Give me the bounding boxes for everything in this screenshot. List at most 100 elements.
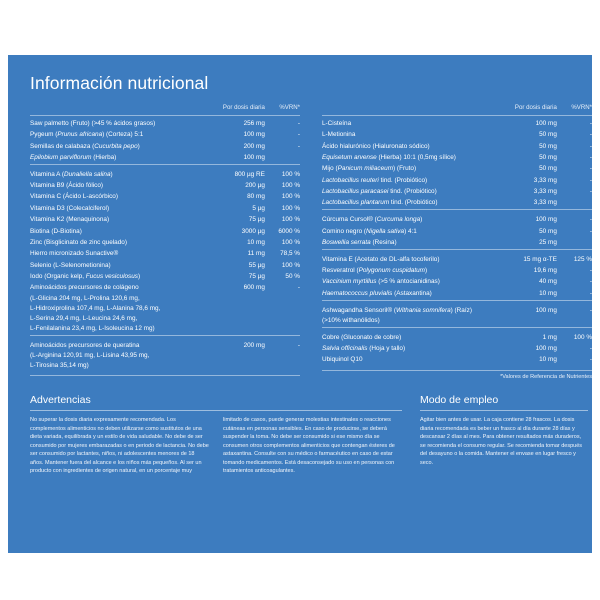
page-title: Información nutricional: [30, 73, 209, 93]
nutrient-dose: 256 mg: [243, 119, 265, 127]
nutrient-vrn: -: [589, 142, 592, 150]
nutrient-vrn: -: [589, 278, 592, 286]
table-bottom-rule-left: [30, 375, 300, 377]
table-row: Salvia officinalis (Hoja y tallo) 100 mg -: [322, 343, 592, 354]
nutrient-vrn: 100 %: [281, 204, 300, 212]
nutrient-vrn: 100 %: [281, 216, 300, 224]
nutrient-name: Vitamina D3 (Colecalciferol): [30, 204, 110, 212]
table-row: L-Tirosina 35,14 mg): [30, 362, 300, 372]
usage-divider: [420, 410, 588, 412]
nutrient-vrn: -: [589, 356, 592, 364]
nutrient-name: L-Hidroxiprolina 107,4 mg, L-Alanina 78,…: [30, 304, 161, 312]
table-body-left: Saw palmetto (Fruto) (>45 % ácidos graso…: [30, 115, 300, 372]
nutrient-name: L-Metionina: [322, 131, 356, 139]
nutrient-name: Aminoácidos precursores de colágeno: [30, 284, 139, 292]
nutrient-name: Lactobacillus plantarum tind. (Probiótic…: [322, 199, 438, 207]
nutrient-vrn: -: [297, 284, 300, 292]
nutrient-dose: 200 µg: [245, 182, 265, 190]
nutrient-name: Biotina (D-Biotina): [30, 227, 82, 235]
table-row: Semillas de calabaza (Cucurbita pepo) 200…: [30, 141, 300, 152]
table-row: Cobre (Gluconato de cobre) 1 mg 100 %: [322, 326, 592, 344]
nutrient-vrn: 100 %: [281, 261, 300, 269]
nutrient-dose: 50 mg: [539, 153, 557, 161]
table-row: Boswellia serrata (Resina) 25 mg: [322, 237, 592, 249]
nutrition-tables: Por dosis diaria %VRN* Saw palmetto (Fru…: [30, 104, 592, 380]
nutrient-name: Vitamina B9 (Ácido fólico): [30, 182, 104, 190]
warnings-title: Advertencias: [30, 394, 91, 407]
nutrient-vrn: -: [264, 334, 300, 352]
table-body-right: L-Cisteína 100 mg - L-Metionina 50 mg - Ácido …: [322, 115, 592, 366]
nutrient-name: Salvia officinalis (Hoja y tallo): [322, 344, 406, 352]
nutrition-table-right: Por dosis diaria %VRN* L-Cisteína 100 mg -…: [322, 104, 592, 366]
table-header-row: Por dosis diaria %VRN*: [30, 104, 300, 116]
table-row: Vitamina A (Dunaliella salina) 800 µg RE 1…: [30, 163, 300, 181]
table-row: L-Serina 29,4 mg, L-Leucina 24,6 mg,: [30, 315, 300, 325]
nutrient-dose: [199, 315, 265, 325]
table-row: (L-Glicina 204 mg, L-Prolina 120,6 mg,: [30, 294, 300, 304]
table-row: L-Metionina 50 mg -: [322, 130, 592, 141]
nutrient-vrn: -: [556, 299, 592, 317]
nutrient-vrn: [265, 304, 300, 314]
nutrient-name: Hierro micronizado Sunactive®: [30, 250, 119, 258]
nutrient-name: Epilobium parviflorum (Hierba): [30, 153, 117, 161]
table-row: Resveratrol (Polygonum cuspidatum) 19,6 m…: [322, 266, 592, 277]
table-row: Comino negro (Nigella sativa) 4:1 50 mg -: [322, 226, 592, 237]
nutrient-vrn: -: [297, 142, 300, 150]
nutrient-dose: 19,6 mg: [533, 267, 557, 275]
nutrient-vrn: 100 %: [264, 163, 300, 181]
nutrient-dose: 50 mg: [539, 142, 557, 150]
table-row: Biotina (D-Biotina) 3000 µg 6000 %: [30, 226, 300, 237]
nutrient-dose: 100 mg: [243, 131, 265, 139]
nutrient-vrn: -: [556, 209, 592, 226]
nutrition-panel: Información nutricional Por dosis diaria…: [8, 55, 592, 553]
nutrient-vrn: [265, 352, 300, 362]
table-row: Iodo (Organic kelp, Fucus vesiculosus) 75…: [30, 271, 300, 282]
nutrient-name: Saw palmetto (Fruto) (>45 % ácidos graso…: [30, 119, 156, 127]
nutrient-dose: 15 mg α-TE: [490, 248, 557, 266]
table-row: Ácido hialurónico (Hialuronato sódico) 50…: [322, 141, 592, 152]
nutrient-vrn: [557, 237, 592, 249]
nutrient-dose: 10 mg: [539, 289, 557, 297]
nutrient-vrn: [265, 315, 300, 325]
nutrient-dose: 600 mg: [243, 284, 265, 292]
table-row: Lactobacillus reuteri tind. (Probiótico)…: [322, 175, 592, 186]
nutrient-vrn: 6000 %: [278, 227, 300, 235]
nutrient-dose: 100 mg: [243, 153, 265, 161]
table-row: Epilobium parviflorum (Hierba) 100 mg: [30, 152, 300, 164]
nutrient-dose: 50 mg: [539, 131, 557, 139]
table-row: Lactobacillus plantarum tind. (Probiótic…: [322, 198, 592, 210]
nutrient-name: Boswellia serrata (Resina): [322, 238, 397, 246]
nutrient-name: (L-Arginina 120,91 mg, L-Lisina 43,95 mg…: [30, 352, 150, 360]
nutrient-name: L-Fenilalanina 23,4 mg, L-Isoleucina 12 …: [30, 325, 155, 333]
nutrient-vrn: [265, 152, 300, 164]
nutrient-vrn: -: [297, 119, 300, 127]
nutrient-vrn: -: [589, 267, 592, 275]
nutrient-vrn: -: [589, 153, 592, 161]
column-header-dose: Por dosis diaria: [198, 104, 265, 116]
nutrient-dose: 10 mg: [539, 356, 557, 364]
usage-body: Agitar bien antes de usar. La caja conti…: [420, 417, 583, 466]
nutrient-dose: 75 µg: [248, 273, 265, 281]
nutrient-name: Vitamina C (Ácido L-ascórbico): [30, 193, 118, 201]
nutrient-name: L-Cisteína: [322, 119, 352, 127]
nutrient-vrn: -: [589, 227, 592, 235]
nutrient-dose: 75 µg: [248, 216, 265, 224]
usage-title: Modo de empleo: [420, 394, 499, 407]
nutrient-dose: 50 mg: [539, 227, 557, 235]
table-row: Ashwagandha Sensoril® (Withania somnifer…: [322, 299, 592, 317]
nutrient-name: Mijo (Panicum miliaceum) (Fruto): [322, 165, 417, 173]
nutrient-dose: 800 µg RE: [198, 163, 265, 181]
nutrient-name: Ashwagandha Sensoril® (Withania somnifer…: [322, 299, 491, 317]
table-row: L-Fenilalanina 23,4 mg, L-Isoleucina 12 …: [30, 325, 300, 336]
nutrient-name: Comino negro (Nigella sativa) 4:1: [322, 227, 417, 235]
nutrient-dose: [199, 294, 265, 304]
nutrient-dose: 3000 µg: [241, 227, 265, 235]
table-row: Vitamina B9 (Ácido fólico) 200 µg 100 %: [30, 180, 300, 191]
nutrient-name: Ácido hialurónico (Hialuronato sódico): [322, 142, 430, 150]
nutrient-name: Resveratrol (Polygonum cuspidatum): [322, 267, 428, 275]
nutrient-name: Vaccinium myrtillus (>5 % antocianidinas…: [322, 278, 440, 286]
nutrient-dose: [199, 325, 265, 336]
notes-section: Advertencias No superar la dosis diaria …: [30, 394, 588, 476]
nutrient-name: Semillas de calabaza (Cucurbita pepo): [30, 142, 140, 150]
nutrient-vrn: 50 %: [285, 273, 300, 281]
